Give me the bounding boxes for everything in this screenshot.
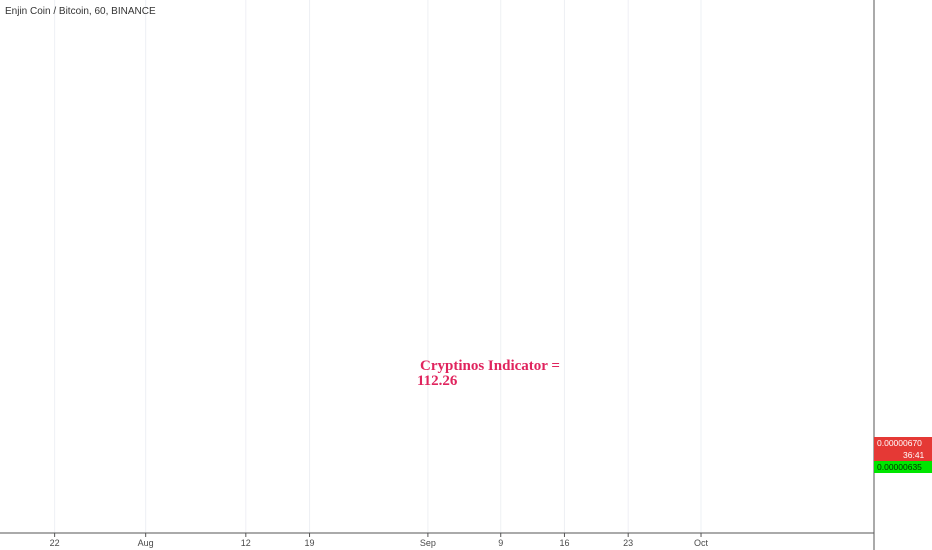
x-tick-label: 12	[241, 538, 251, 548]
x-tick-label: 23	[623, 538, 633, 548]
current-price-tag-label: 0.00000670	[877, 438, 922, 448]
x-tick-label: 19	[305, 538, 315, 548]
current-price-tag: 0.00000670	[874, 437, 932, 449]
support-price-tag-bg	[874, 461, 932, 473]
support-price-tag-label: 0.00000635	[877, 462, 922, 472]
current-price-tag-bg	[874, 437, 932, 449]
x-tick-label: 9	[498, 538, 503, 548]
countdown-tag: 36:41	[874, 449, 932, 461]
grid-lines	[54, 0, 702, 533]
annotation-line-2: 112.26	[417, 373, 458, 389]
support-price-tag: 0.00000635	[874, 461, 932, 473]
x-tick-label: Aug	[138, 538, 154, 548]
x-tick-label: Sep	[420, 538, 436, 548]
chart-title: Enjin Coin / Bitcoin, 60, BINANCE	[5, 6, 156, 17]
x-tick-label: 16	[559, 538, 569, 548]
countdown-tag-bg	[874, 449, 932, 461]
x-tick-label: Oct	[694, 538, 709, 548]
x-tick-label: 22	[50, 538, 60, 548]
x-axis-ticks: 22 Aug 12 19 Sep 9 16 23 Oct	[50, 533, 709, 548]
countdown-tag-label: 36:41	[903, 450, 925, 460]
annotation-line-1: Cryptinos Indicator =	[420, 358, 560, 374]
